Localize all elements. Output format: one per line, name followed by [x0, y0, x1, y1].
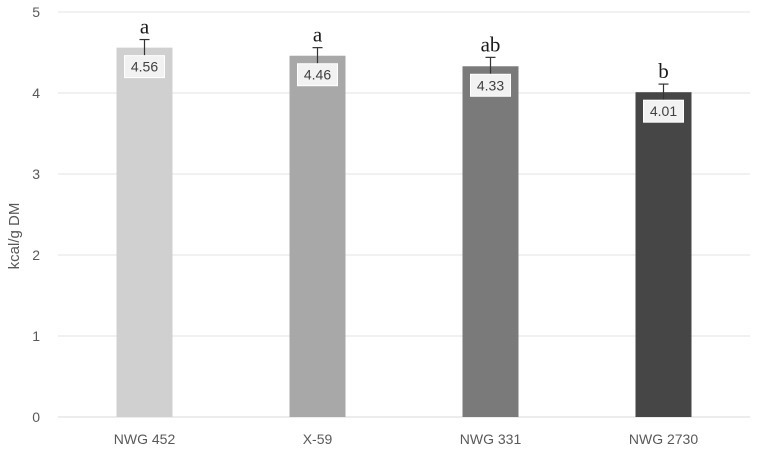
- x-tick-label: NWG 331: [460, 431, 522, 447]
- y-tick-label: 1: [32, 328, 40, 344]
- data-label: 4.01: [650, 103, 677, 119]
- y-axis-title: kcal/g DM: [6, 203, 23, 270]
- x-tick-label: X-59: [303, 431, 333, 447]
- data-label-box: [643, 99, 684, 123]
- data-label-box: [470, 73, 511, 97]
- bar: [116, 47, 173, 417]
- data-label: 4.56: [131, 59, 158, 75]
- data-label: 4.46: [304, 67, 331, 83]
- y-tick-label: 5: [32, 4, 40, 20]
- significance-letter: b: [658, 59, 669, 83]
- bars: [116, 38, 692, 418]
- y-tick-label: 0: [32, 409, 40, 425]
- x-tick-label: NWG 2730: [629, 431, 698, 447]
- bar: [635, 92, 692, 417]
- significance-letter: a: [313, 23, 323, 47]
- bar: [462, 66, 519, 418]
- y-axis-ticks: 0 1 2 3 4 5: [32, 4, 40, 425]
- y-tick-label: 2: [32, 247, 40, 263]
- y-tick-label: 4: [32, 85, 40, 101]
- data-label-box: [124, 55, 165, 79]
- significance-letter: a: [140, 15, 150, 39]
- x-axis-ticks: NWG 452 X-59 NWG 331 NWG 2730: [114, 431, 699, 447]
- gridlines: [58, 11, 750, 418]
- y-tick-label: 3: [32, 166, 40, 182]
- data-label-box: [297, 63, 338, 87]
- bar: [289, 55, 346, 418]
- significance-letter: ab: [481, 32, 501, 56]
- data-labels: 4.56 a 4.46 a 4.33 ab 4.01 b: [124, 15, 684, 123]
- x-tick-label: NWG 452: [114, 431, 176, 447]
- data-label: 4.33: [477, 77, 504, 93]
